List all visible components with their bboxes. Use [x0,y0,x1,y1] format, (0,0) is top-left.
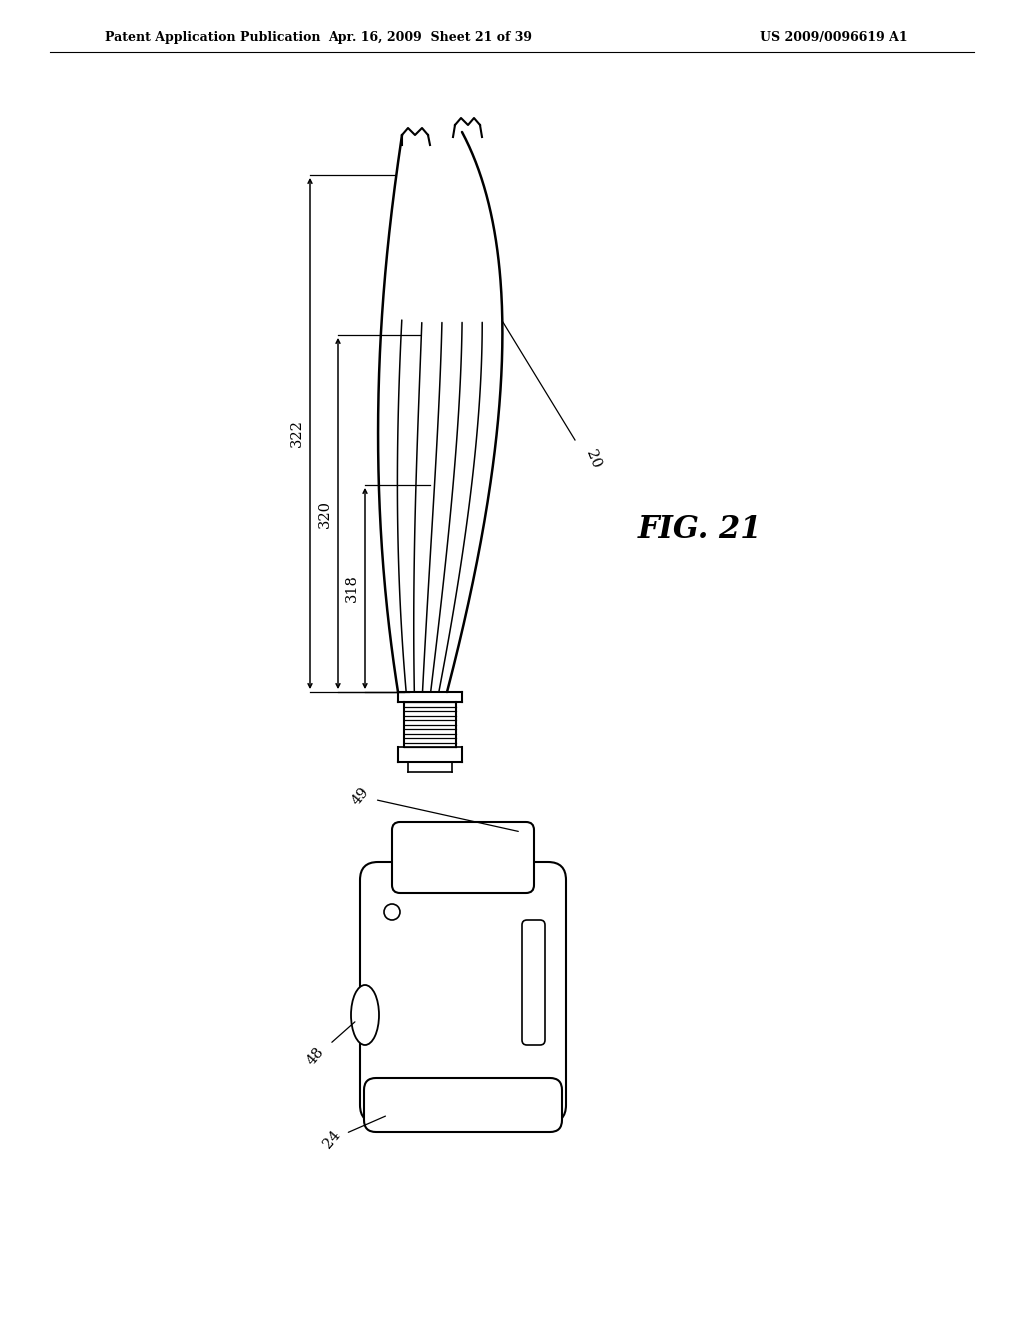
FancyBboxPatch shape [522,920,545,1045]
FancyBboxPatch shape [360,862,566,1123]
Text: FIG. 21: FIG. 21 [638,515,762,545]
Text: 320: 320 [318,499,332,528]
Circle shape [384,904,400,920]
Text: 24: 24 [321,1117,385,1151]
Text: Apr. 16, 2009  Sheet 21 of 39: Apr. 16, 2009 Sheet 21 of 39 [328,30,532,44]
Text: US 2009/0096619 A1: US 2009/0096619 A1 [760,30,907,44]
Text: 49: 49 [349,785,518,832]
Text: 20: 20 [583,447,603,470]
Ellipse shape [351,985,379,1045]
Text: 318: 318 [345,574,359,602]
FancyBboxPatch shape [364,1078,562,1133]
FancyBboxPatch shape [392,822,534,894]
Text: 322: 322 [290,420,304,447]
Text: Patent Application Publication: Patent Application Publication [105,30,321,44]
Text: 48: 48 [304,1022,355,1068]
